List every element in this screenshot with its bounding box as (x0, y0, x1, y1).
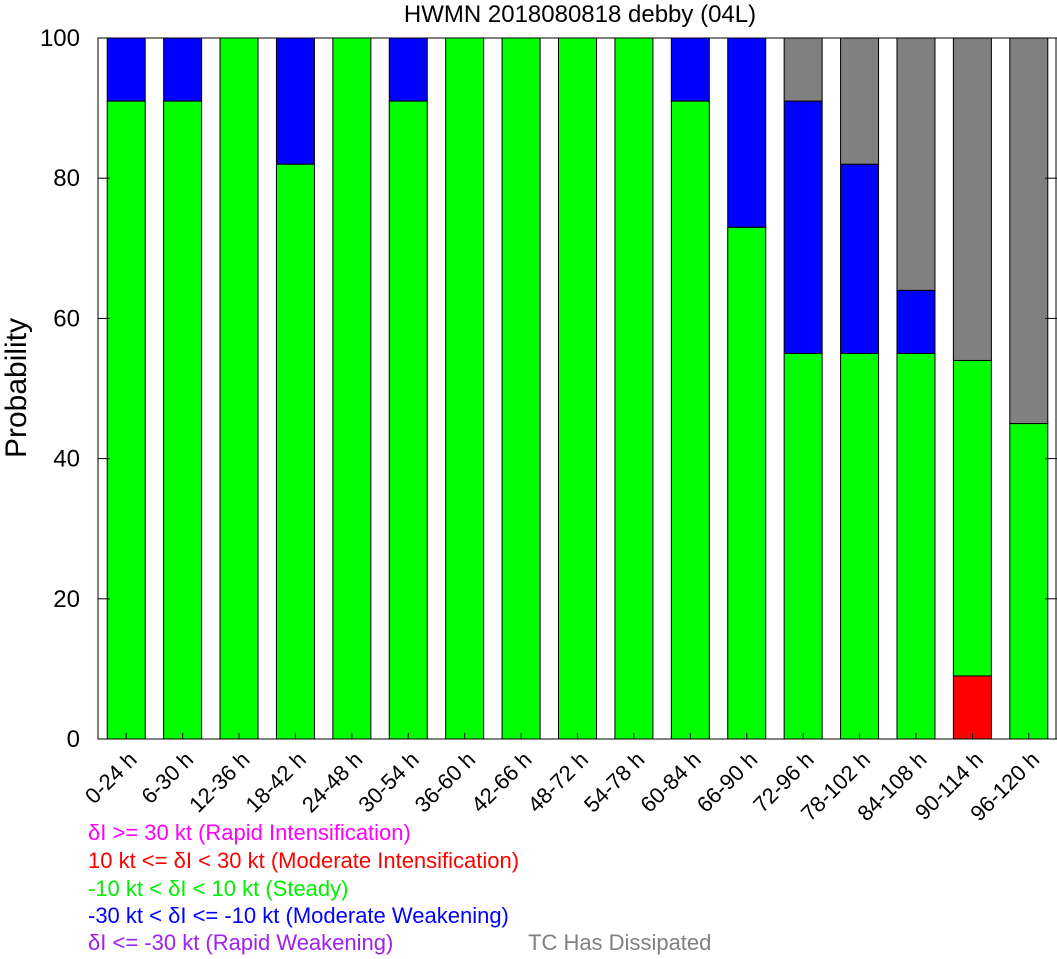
bar-segment-2-15 (952, 359, 992, 677)
bar-segment-3-3 (275, 37, 315, 165)
bar-segment-2-7 (501, 37, 541, 740)
bar-segment-5-13 (840, 37, 880, 165)
legend-moderate-intensification: 10 kt <= δI < 30 kt (Moderate Intensific… (88, 848, 520, 873)
bar-segment-2-4 (332, 37, 372, 740)
bar-segment-3-13 (840, 163, 880, 354)
bar-segment-5-16 (1009, 37, 1049, 425)
bar-segment-2-9 (614, 37, 654, 740)
x-tick-label-0: 0-24 h (80, 747, 142, 809)
bar-segment-2-6 (445, 37, 485, 740)
bar-segment-2-5 (388, 100, 428, 740)
y-tick-label-2: 40 (53, 446, 80, 473)
x-tick-label-11: 66-90 h (692, 747, 762, 817)
bar-segment-5-15 (952, 37, 992, 361)
y-tick-label-5: 100 (40, 25, 80, 52)
x-tick-label-2: 12-36 h (184, 747, 254, 817)
y-tick-label-0: 0 (67, 726, 80, 753)
bar-segment-3-5 (388, 37, 428, 102)
y-axis-label: Probability (0, 318, 33, 458)
bar-segment-1-15 (952, 675, 992, 740)
legend-moderate-weakening: -30 kt < δI <= -10 kt (Moderate Weakenin… (88, 903, 509, 928)
plot-frame (97, 37, 1057, 740)
y-tick-label-3: 60 (53, 305, 80, 332)
bars-group (106, 37, 1049, 740)
y-tick-label-4: 80 (53, 165, 80, 192)
x-tick-label-10: 60-84 h (635, 747, 705, 817)
bar-segment-2-13 (840, 352, 880, 740)
legend-dissipated: TC Has Dissipated (528, 930, 712, 955)
chart-title: HWMN 2018080818 debby (04L) (404, 1, 756, 28)
bar-segment-2-3 (275, 163, 315, 740)
bar-segment-2-16 (1009, 423, 1049, 740)
bar-segment-2-2 (219, 37, 259, 740)
bar-segment-2-1 (163, 100, 203, 740)
bar-segment-5-14 (896, 37, 936, 291)
bar-segment-2-8 (558, 37, 597, 740)
y-tick-label-1: 20 (53, 586, 80, 613)
x-tick-label-5: 30-54 h (353, 747, 423, 817)
x-tick-label-4: 24-48 h (297, 747, 367, 817)
bar-segment-2-10 (670, 100, 710, 740)
legend-steady: -10 kt < δI < 10 kt (Steady) (88, 876, 349, 901)
bar-segment-2-14 (896, 352, 936, 740)
x-tick-label-3: 18-42 h (241, 747, 311, 817)
x-tick-label-6: 36-60 h (410, 747, 480, 817)
bar-segment-2-12 (783, 352, 823, 740)
legend-rapid-weakening: δI <= -30 kt (Rapid Weakening) (88, 930, 394, 955)
bar-segment-3-1 (163, 37, 203, 102)
x-tick-label-7: 42-66 h (466, 747, 536, 817)
bar-segment-3-11 (727, 37, 767, 228)
bar-segment-5-12 (783, 37, 823, 102)
x-tick-label-8: 48-72 h (523, 747, 593, 817)
bar-segment-2-0 (106, 100, 146, 740)
bar-segment-3-12 (783, 100, 823, 354)
bar-segment-3-14 (896, 289, 936, 354)
x-tick-label-9: 54-78 h (579, 747, 649, 817)
legend-rapid-intensification: δI >= 30 kt (Rapid Intensification) (88, 820, 411, 845)
bar-segment-3-10 (670, 37, 710, 102)
bar-segment-2-11 (727, 226, 767, 740)
bar-segment-3-0 (106, 37, 146, 102)
